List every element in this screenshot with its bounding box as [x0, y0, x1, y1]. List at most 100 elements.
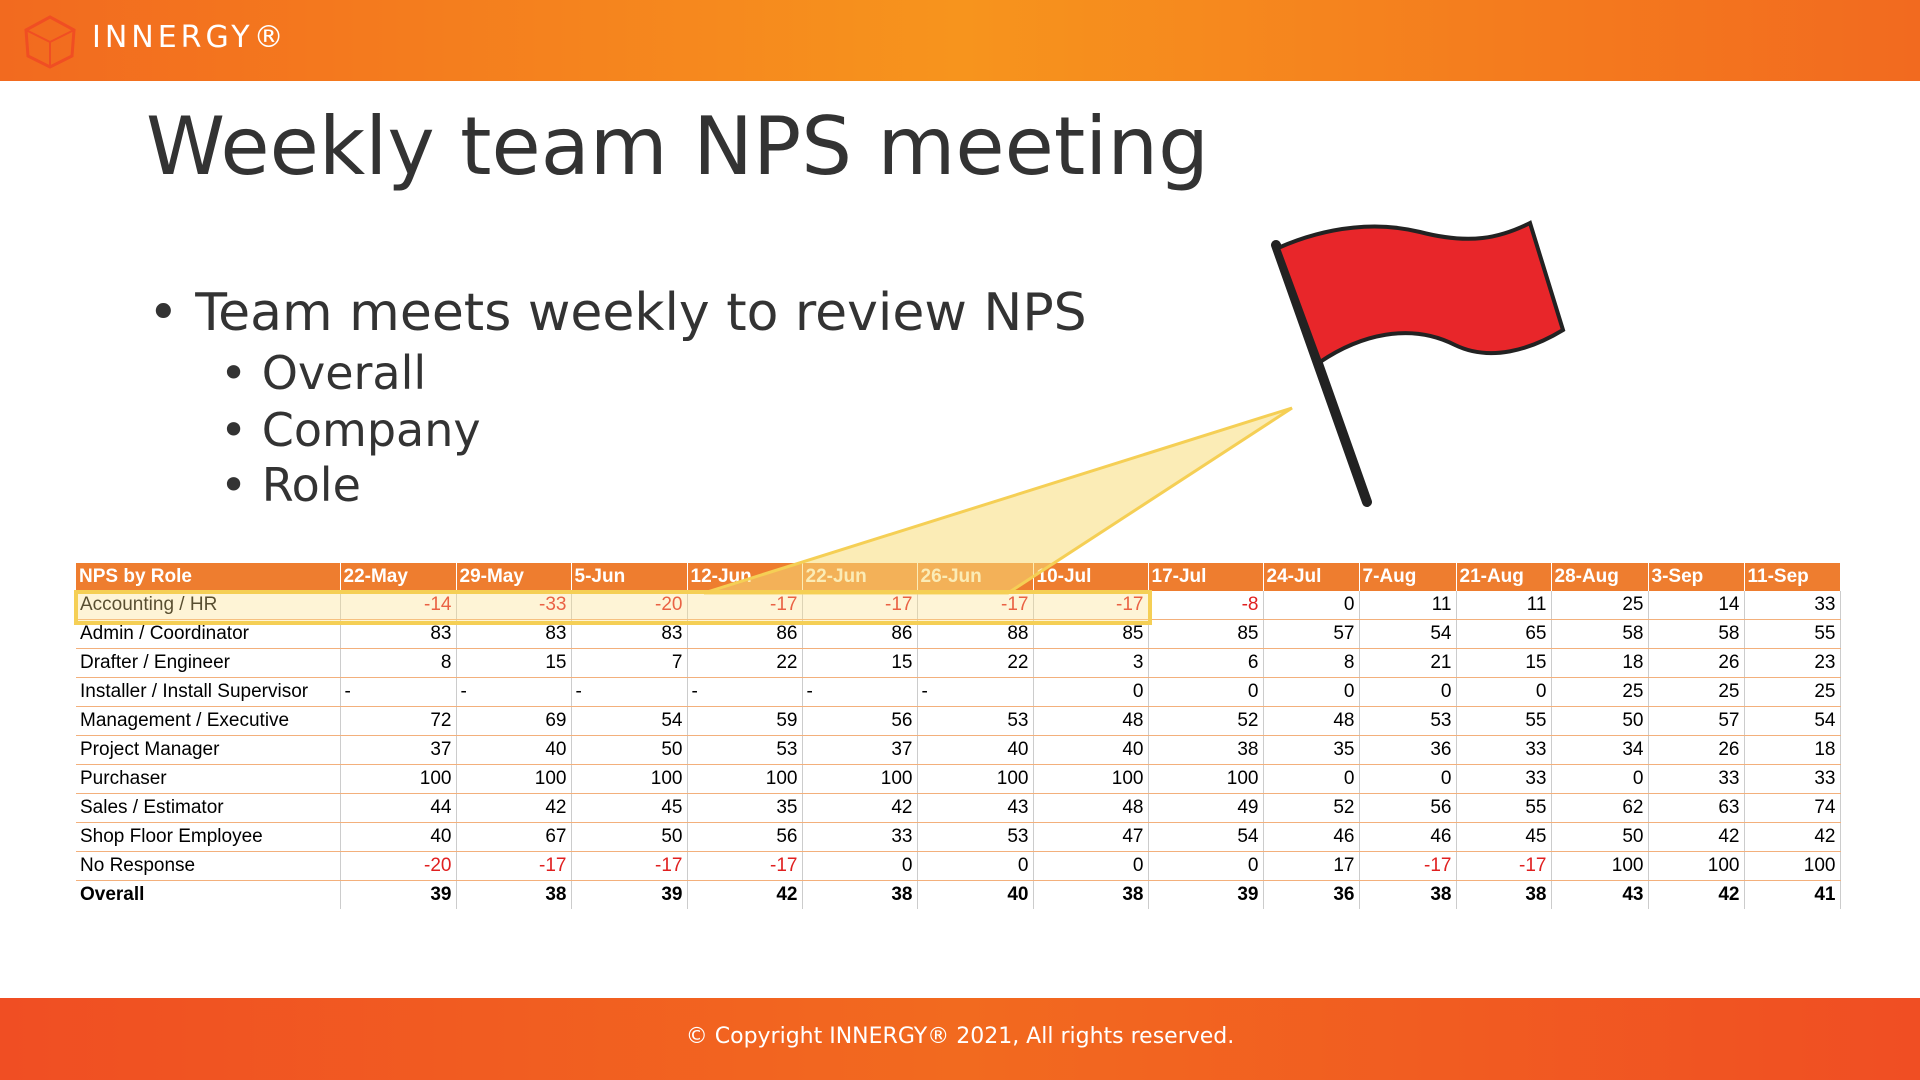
table-row: Management / Executive 72 69 54 59 56 53 48 52 48… [76, 706, 1841, 736]
cell: 0 [1263, 677, 1360, 707]
cell: 74 [1744, 793, 1841, 823]
cell: 37 [802, 735, 918, 765]
sub-bullet: • Overall [220, 346, 427, 400]
cell: 33 [802, 822, 918, 852]
row-label: Drafter / Engineer [76, 648, 341, 678]
cell: 33 [1744, 764, 1841, 794]
cell: 100 [802, 764, 918, 794]
slide-title: Weekly team NPS meeting [146, 100, 1209, 193]
cell: 100 [917, 764, 1034, 794]
cell: 63 [1648, 793, 1745, 823]
cell: 42 [1648, 880, 1745, 909]
cell: 38 [802, 880, 918, 909]
table-row: Overall 39 38 39 42 38 40 38 39 36 38 38 43 42 41 [76, 880, 1841, 909]
sub-bullet: • Role [220, 458, 361, 512]
cell: -20 [340, 851, 457, 881]
table-row: Installer / Install Supervisor - - - - - -0 0 0 0… [76, 677, 1841, 707]
cell: 85 [1033, 619, 1149, 649]
row-label: Admin / Coordinator [76, 619, 341, 649]
cell: 48 [1263, 706, 1360, 736]
cell: 43 [1551, 880, 1649, 909]
cell: 72 [340, 706, 457, 736]
cell: 0 [1456, 677, 1552, 707]
cell: 44 [340, 793, 457, 823]
bullet: • Team meets weekly to review NPS [148, 283, 1087, 343]
cell: 40 [917, 880, 1034, 909]
column-header: 22-Jun [802, 563, 918, 591]
cell: 37 [340, 735, 457, 765]
cell: 43 [917, 793, 1034, 823]
cell: - [456, 677, 572, 707]
cell: 40 [456, 735, 572, 765]
cell: 42 [456, 793, 572, 823]
cell: 48 [1033, 706, 1149, 736]
column-header: 21-Aug [1456, 563, 1552, 591]
cell: 57 [1263, 619, 1360, 649]
column-header: 24-Jul [1263, 563, 1360, 591]
cell: 83 [456, 619, 572, 649]
column-header: 29-May [456, 563, 572, 591]
cell: 100 [340, 764, 457, 794]
cell: 55 [1744, 619, 1841, 649]
cell: 56 [687, 822, 803, 852]
cell: 0 [1148, 677, 1264, 707]
table-row: Accounting / HR -14 -33 -20 -17 -17 -17 -17 -8 0 1… [76, 591, 1841, 620]
cell: 54 [1359, 619, 1457, 649]
column-header: 22-May [340, 563, 457, 591]
cell: 39 [340, 880, 457, 909]
cell: 11 [1456, 591, 1552, 620]
column-header: 12-Jun [687, 563, 803, 591]
cell: 46 [1263, 822, 1360, 852]
cell: 58 [1648, 619, 1745, 649]
cell: -33 [456, 591, 572, 620]
cell: 40 [340, 822, 457, 852]
cell: 47 [1033, 822, 1149, 852]
cell: 14 [1648, 591, 1745, 620]
cell: 100 [687, 764, 803, 794]
cell: 50 [571, 735, 688, 765]
cell: 36 [1263, 880, 1360, 909]
cell: 8 [340, 648, 457, 678]
cell: 26 [1648, 735, 1745, 765]
cell: 52 [1263, 793, 1360, 823]
cell: 0 [1033, 677, 1149, 707]
cell: 38 [1033, 880, 1149, 909]
cell: - [917, 677, 1034, 707]
cell: 0 [1148, 851, 1264, 881]
column-header: 26-Jun [917, 563, 1034, 591]
cell: 57 [1648, 706, 1745, 736]
cell: -17 [456, 851, 572, 881]
cell: 40 [917, 735, 1034, 765]
cell: 100 [456, 764, 572, 794]
cell: 56 [802, 706, 918, 736]
cell: 100 [1033, 764, 1149, 794]
logo: INNERGY® [92, 20, 288, 55]
cell: 83 [340, 619, 457, 649]
cell: 33 [1456, 764, 1552, 794]
column-header: 5-Jun [571, 563, 688, 591]
header-bar: INNERGY® [0, 0, 1920, 81]
cell: -17 [802, 591, 918, 620]
cell: 46 [1359, 822, 1457, 852]
cell: 88 [917, 619, 1034, 649]
cell: 15 [1456, 648, 1552, 678]
cell: 67 [456, 822, 572, 852]
cell: - [687, 677, 803, 707]
cell: 48 [1033, 793, 1149, 823]
cell: 50 [1551, 706, 1649, 736]
logo-icon [24, 15, 76, 69]
cell: 53 [917, 822, 1034, 852]
cell: 26 [1648, 648, 1745, 678]
cell: 55 [1456, 793, 1552, 823]
cell: 100 [1551, 851, 1649, 881]
table-row: Project Manager 37 40 50 53 37 40 40 38 35 36 33 34 2… [76, 735, 1841, 765]
cell: 0 [802, 851, 918, 881]
cell: 56 [1359, 793, 1457, 823]
footer-text: © Copyright INNERGY® 2021, All rights re… [685, 1024, 1235, 1049]
column-header: 3-Sep [1648, 563, 1745, 591]
cell: - [340, 677, 457, 707]
cell: 0 [1359, 764, 1457, 794]
cell: 45 [1456, 822, 1552, 852]
cell: 86 [687, 619, 803, 649]
cell: 53 [1359, 706, 1457, 736]
